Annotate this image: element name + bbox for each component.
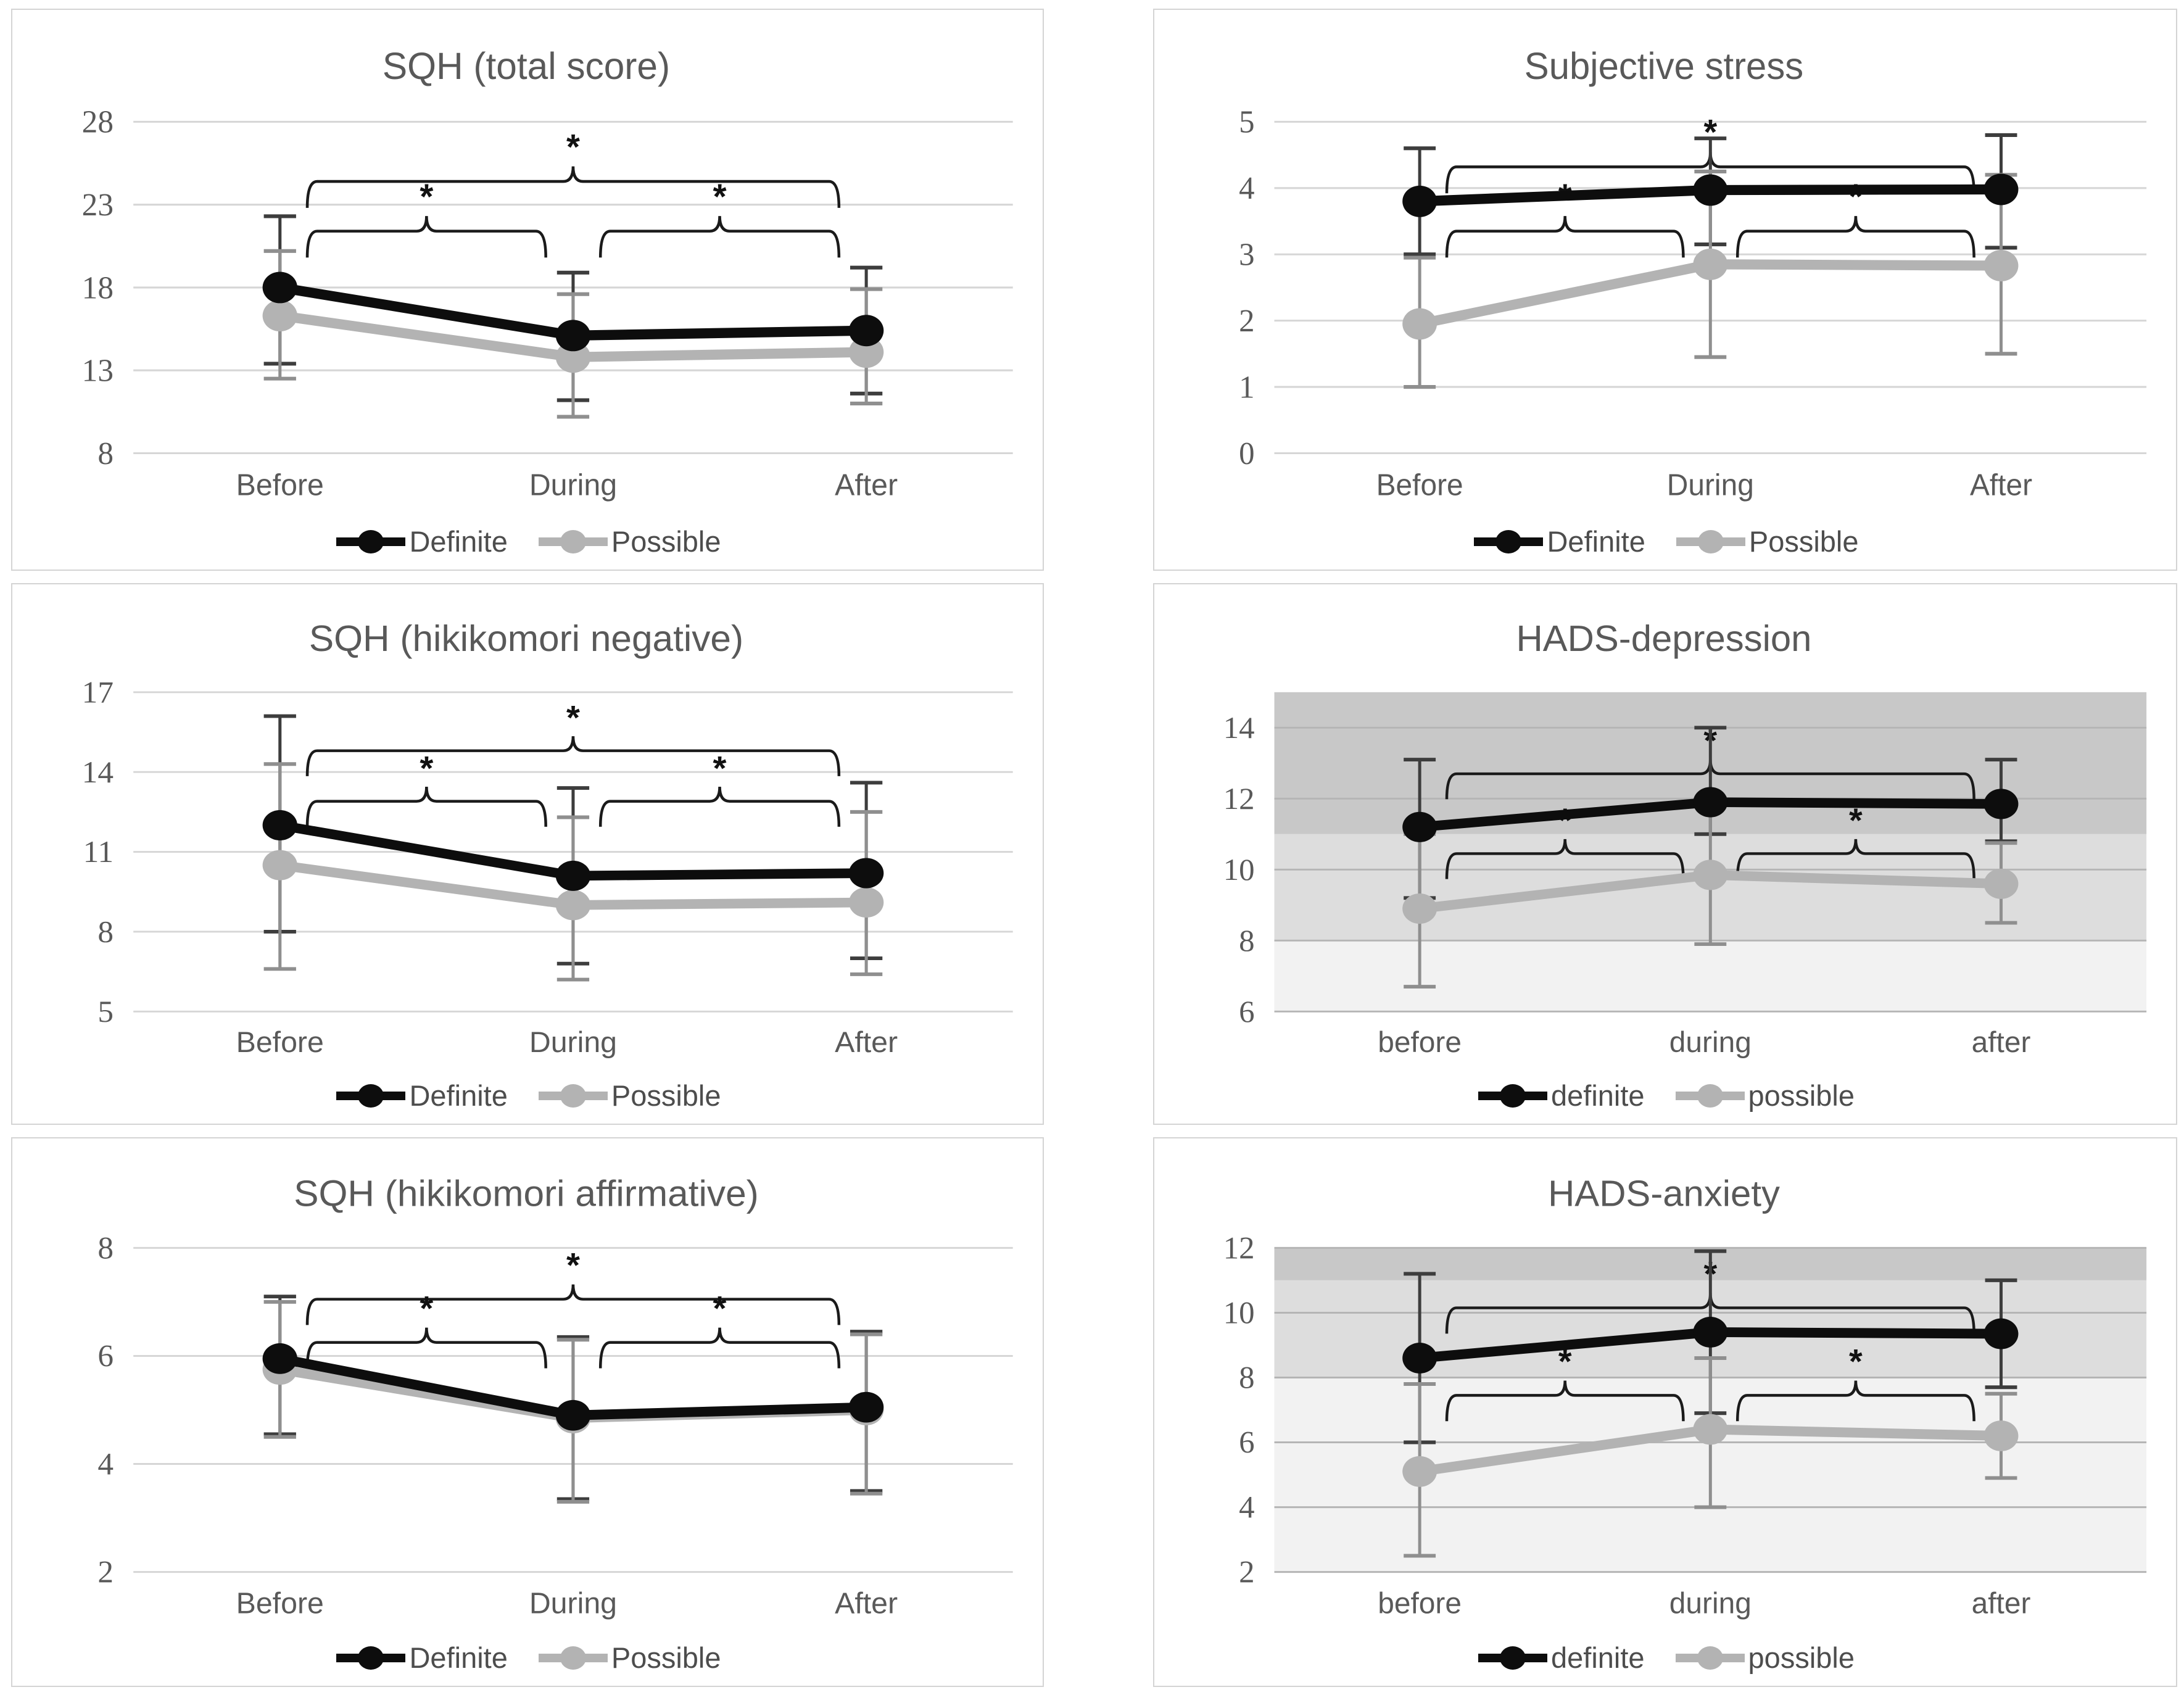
chart-title: SQH (hikikomori affirmative) — [294, 1173, 759, 1214]
svg-text:12: 12 — [1223, 781, 1255, 816]
svg-text:*: * — [566, 1246, 580, 1285]
svg-text:Before: Before — [1376, 468, 1463, 502]
svg-text:14: 14 — [82, 755, 114, 789]
svg-text:*: * — [566, 698, 580, 736]
chart-title: HADS-depression — [1516, 618, 1812, 658]
svg-text:11: 11 — [83, 835, 114, 869]
svg-text:23: 23 — [82, 188, 114, 223]
svg-text:5: 5 — [1239, 104, 1254, 140]
line-chart-sqh-affirmative: 8 6 4 2 Before During After * * * SQH (hikikomori… — [97, 1173, 1013, 1620]
chart-panel-sqh-total: 28 23 18 13 8 Before During After * * * SQH (total… — [11, 9, 1044, 571]
chart-panel-sqh-affirmative: 8 6 4 2 Before During After * * * SQH (hikikomori… — [11, 1137, 1044, 1687]
svg-text:28: 28 — [82, 104, 114, 139]
svg-text:after: after — [1972, 1587, 2031, 1620]
svg-text:8: 8 — [97, 436, 114, 471]
svg-text:*: * — [420, 178, 433, 217]
svg-text:Before: Before — [236, 1027, 324, 1059]
svg-text:1: 1 — [1239, 370, 1254, 405]
svg-text:During: During — [529, 1587, 617, 1620]
chart-panel-subjective-stress: 5 4 3 2 1 0 Before During After * * * Subjective st… — [1153, 9, 2177, 571]
svg-text:12: 12 — [1223, 1230, 1255, 1265]
svg-text:*: * — [420, 749, 433, 787]
line-chart-sqh-total: 28 23 18 13 8 Before During After * * * SQH (total… — [82, 45, 1013, 502]
svg-text:*: * — [1849, 801, 1863, 839]
svg-text:*: * — [420, 1289, 433, 1328]
svg-text:8: 8 — [97, 914, 114, 948]
svg-text:*: * — [1558, 801, 1572, 839]
svg-text:During: During — [529, 1027, 617, 1059]
svg-text:*: * — [713, 749, 727, 787]
svg-text:18: 18 — [82, 270, 114, 305]
svg-text:after: after — [1972, 1026, 2031, 1059]
svg-text:4: 4 — [97, 1447, 114, 1482]
svg-text:14: 14 — [1223, 710, 1255, 745]
svg-text:during: during — [1669, 1026, 1752, 1059]
svg-text:before: before — [1378, 1026, 1462, 1059]
plot-area: 8 6 4 2 Before During After * * * — [97, 1231, 1013, 1620]
chart-title: SQH (total score) — [383, 45, 670, 87]
line-chart-sqh-negative: 17 14 11 8 5 Before During After * * * SQH (hikiko… — [82, 618, 1013, 1059]
svg-text:8: 8 — [97, 1231, 114, 1266]
svg-text:13: 13 — [82, 353, 114, 388]
svg-text:2: 2 — [1239, 303, 1254, 339]
svg-text:*: * — [1703, 112, 1717, 152]
svg-text:*: * — [566, 128, 580, 167]
chart-title: Subjective stress — [1524, 45, 1803, 88]
svg-text:After: After — [835, 1587, 898, 1620]
plot-area: 17 14 11 8 5 Before During After * * * — [82, 675, 1013, 1059]
svg-text:After: After — [835, 1027, 898, 1059]
svg-text:6: 6 — [1239, 1425, 1254, 1459]
svg-text:8: 8 — [1239, 923, 1254, 958]
svg-text:10: 10 — [1223, 852, 1255, 887]
svg-text:After: After — [1970, 468, 2032, 502]
svg-text:*: * — [713, 178, 727, 217]
svg-text:*: * — [1849, 1342, 1863, 1381]
svg-text:*: * — [713, 1289, 727, 1328]
svg-text:17: 17 — [82, 675, 114, 709]
svg-text:8: 8 — [1239, 1360, 1254, 1395]
svg-text:4: 4 — [1239, 171, 1254, 207]
chart-title: SQH (hikikomori negative) — [309, 618, 743, 659]
svg-text:6: 6 — [1239, 994, 1254, 1029]
svg-text:5: 5 — [97, 995, 114, 1029]
svg-text:3: 3 — [1239, 237, 1254, 273]
plot-area: 28 23 18 13 8 Before During After * * * — [82, 104, 1013, 502]
svg-text:during: during — [1669, 1587, 1752, 1620]
svg-text:After: After — [835, 468, 898, 502]
svg-text:10: 10 — [1223, 1295, 1255, 1330]
svg-text:*: * — [1849, 176, 1863, 216]
svg-text:before: before — [1378, 1587, 1462, 1620]
svg-text:During: During — [1667, 468, 1754, 502]
svg-text:*: * — [1558, 1342, 1572, 1381]
svg-text:2: 2 — [97, 1555, 114, 1590]
svg-text:2: 2 — [1239, 1555, 1254, 1589]
svg-text:Before: Before — [236, 1587, 324, 1620]
chart-title: HADS-anxiety — [1548, 1173, 1780, 1214]
svg-text:6: 6 — [97, 1339, 114, 1374]
chart-panel-sqh-negative: 17 14 11 8 5 Before During After * * * SQH (hikiko… — [11, 583, 1044, 1125]
svg-text:During: During — [529, 468, 617, 502]
svg-text:0: 0 — [1239, 436, 1254, 471]
svg-text:Before: Before — [236, 468, 324, 502]
svg-text:4: 4 — [1239, 1490, 1254, 1525]
